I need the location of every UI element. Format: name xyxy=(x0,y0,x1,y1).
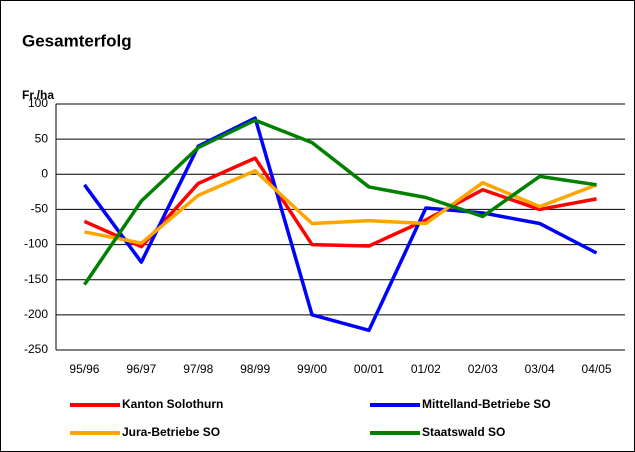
legend-label: Kanton Solothurn xyxy=(122,397,223,411)
y-tick-label: 0 xyxy=(41,166,48,180)
y-axis-label: Fr./ha xyxy=(22,88,54,102)
x-tick-label: 02/03 xyxy=(468,362,498,376)
y-tick-label: -200 xyxy=(24,307,48,321)
x-tick-label: 98/99 xyxy=(240,362,270,376)
series-line xyxy=(83,118,597,286)
x-tick-label: 01/02 xyxy=(411,362,441,376)
y-tick-label: -250 xyxy=(24,342,48,356)
y-tick-label: -50 xyxy=(31,202,49,216)
series-line xyxy=(83,116,598,333)
y-tick-label: 50 xyxy=(35,131,49,145)
x-tick-label: 99/00 xyxy=(297,362,327,376)
y-tick-label: 100 xyxy=(28,96,48,110)
legend-label: Staatswald SO xyxy=(422,425,505,439)
y-tick-label: -150 xyxy=(24,272,48,286)
x-tick-label: 00/01 xyxy=(354,362,384,376)
x-tick-label: 95/96 xyxy=(69,362,99,376)
x-tick-label: 96/97 xyxy=(126,362,156,376)
legend-label: Mittelland-Betriebe SO xyxy=(422,397,551,411)
chart-title: Gesamterfolg xyxy=(22,31,132,50)
series-line xyxy=(83,156,597,249)
x-tick-label: 97/98 xyxy=(183,362,213,376)
x-tick-label: 04/05 xyxy=(582,362,612,376)
legend-label: Jura-Betriebe SO xyxy=(122,425,220,439)
x-tick-label: 03/04 xyxy=(525,362,555,376)
y-tick-label: -100 xyxy=(24,237,48,251)
